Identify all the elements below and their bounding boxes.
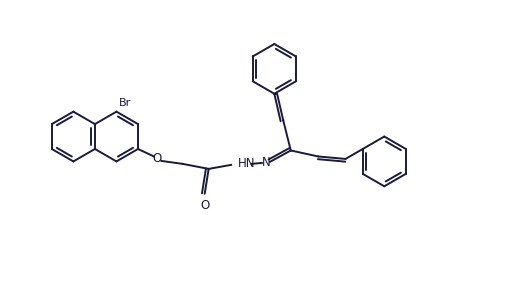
Text: N: N [261,156,270,169]
Text: O: O [152,152,161,165]
Text: HN: HN [237,158,255,171]
Text: Br: Br [119,98,131,108]
Text: O: O [199,199,209,212]
